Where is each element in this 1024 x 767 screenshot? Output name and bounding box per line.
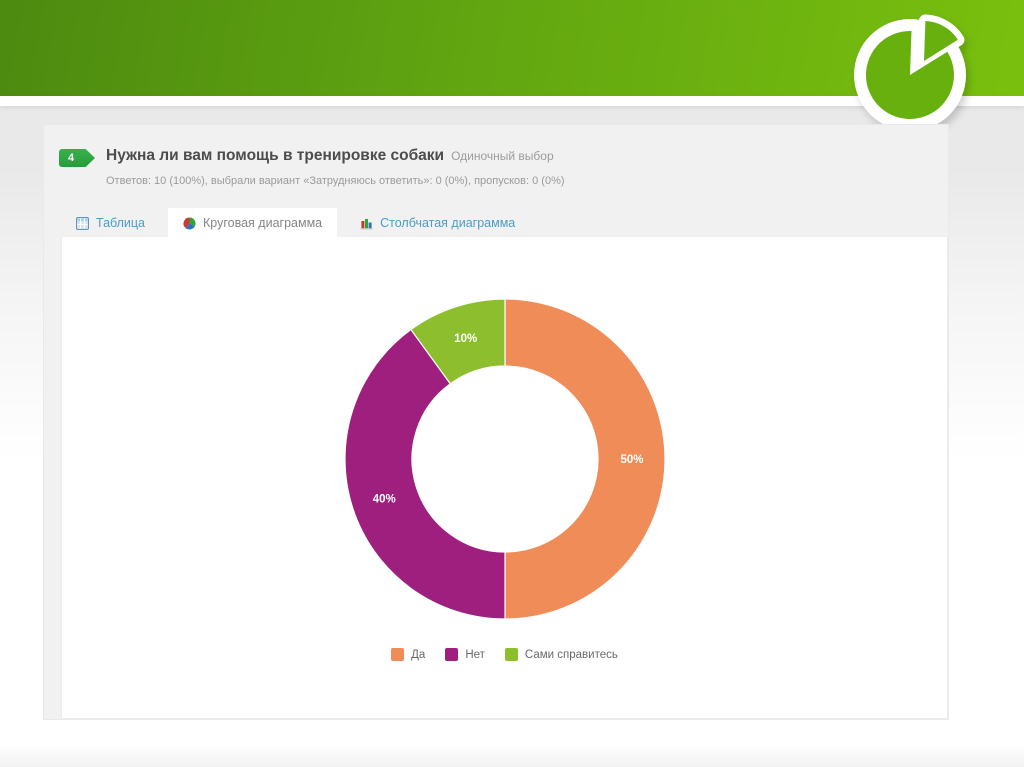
- slice-label-no: 40%: [372, 493, 395, 505]
- legend-item-yes: Да: [391, 648, 425, 661]
- tab-bar-chart-label: Столбчатая диаграмма: [380, 216, 516, 230]
- question-title: Нужна ли вам помощь в тренировке собаки: [106, 147, 445, 164]
- chart-legend: Да Нет Сами справитесь: [381, 648, 628, 661]
- slice-self[interactable]: [409, 298, 506, 385]
- legend-label-self: Сами справитесь: [524, 648, 618, 661]
- tab-pie-chart-label: Круговая диаграмма: [203, 216, 323, 230]
- slice-label-yes: 50%: [620, 454, 643, 466]
- legend-item-no: Нет: [445, 648, 485, 661]
- legend-label-yes: Да: [411, 648, 426, 661]
- question-number-badge: 4: [59, 149, 95, 167]
- legend-swatch-self: [504, 648, 518, 661]
- legend-swatch-no: [445, 648, 459, 661]
- view-tabs: Таблица Круговая диаграмма Столбчатая ди…: [61, 208, 538, 238]
- table-icon: [76, 216, 89, 230]
- tab-bar-chart[interactable]: Столбчатая диаграмма: [345, 208, 530, 238]
- tab-table-label: Таблица: [96, 216, 146, 230]
- banner-divider: [0, 96, 1024, 106]
- legend-swatch-yes: [391, 648, 405, 661]
- bar-chart-icon: [360, 218, 373, 230]
- question-card: 4 Нужна ли вам помощь в тренировке собак…: [43, 124, 949, 720]
- top-banner: [0, 0, 1024, 96]
- slice-label-self: 10%: [454, 333, 477, 345]
- question-stats: Ответов: 10 (100%), выбрали вариант «Зат…: [106, 175, 565, 187]
- chart-area: 50% 40% 10% Да Нет Сами справите: [62, 237, 947, 661]
- donut-chart: 50% 40% 10%: [343, 298, 666, 620]
- slice-yes[interactable]: [503, 298, 666, 620]
- pie-chart-icon: [183, 217, 196, 230]
- legend-label-no: Нет: [465, 648, 485, 661]
- chart-panel: 50% 40% 10% Да Нет Сами справите: [61, 237, 948, 719]
- question-type-label: Одиночный выбор: [451, 149, 554, 163]
- question-title-row: Нужна ли вам помощь в тренировке собаки О…: [106, 147, 554, 165]
- legend-item-self: Сами справитесь: [504, 648, 618, 661]
- tab-pie-chart[interactable]: Круговая диаграмма: [168, 208, 338, 238]
- tab-table[interactable]: Таблица: [61, 208, 160, 238]
- slice-no[interactable]: [343, 328, 506, 620]
- pie-chart-logo-icon: [854, 14, 966, 131]
